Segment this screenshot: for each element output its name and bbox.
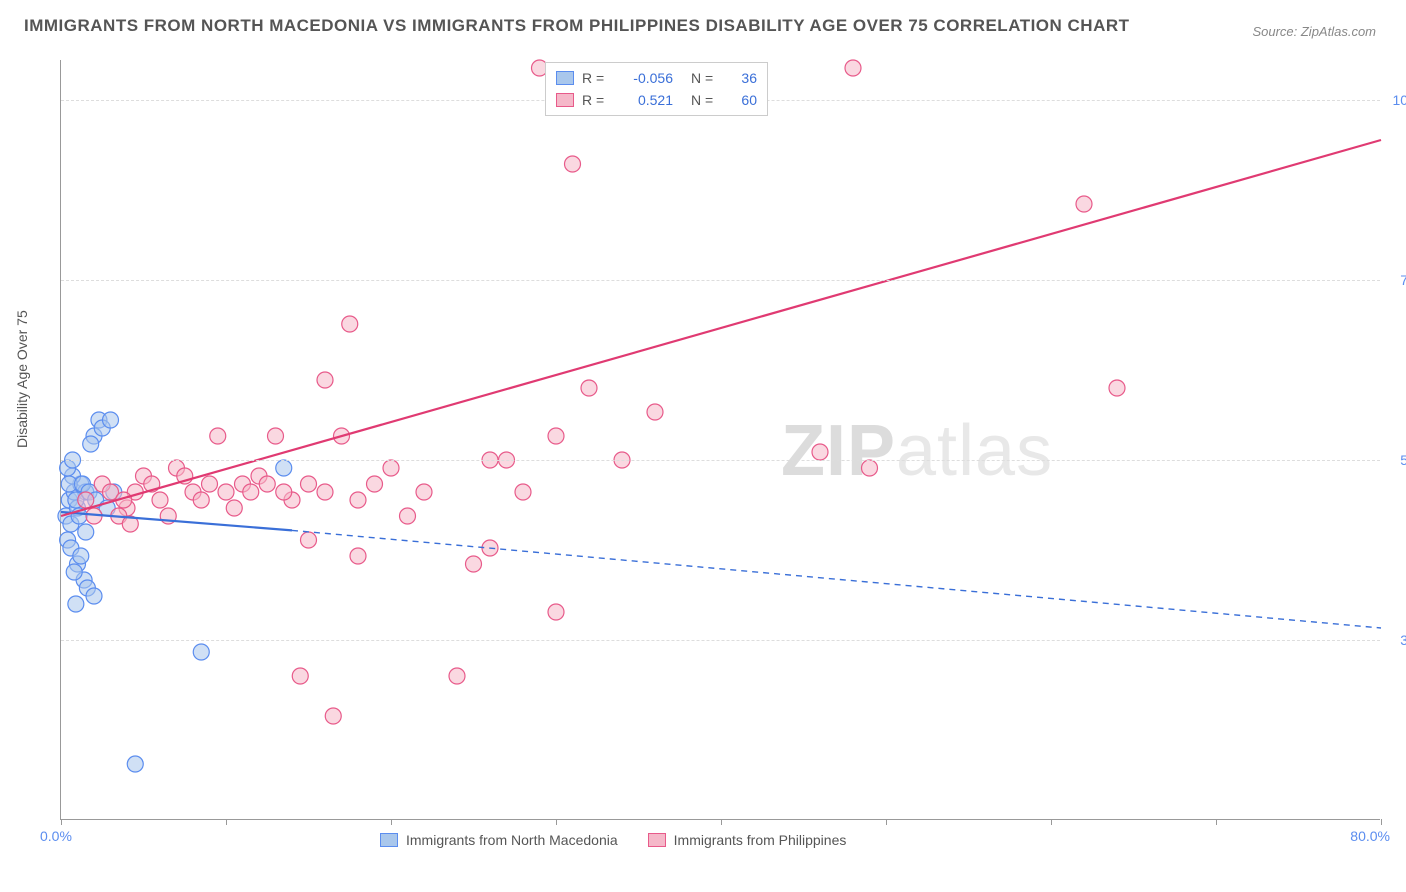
x-tick (1051, 819, 1052, 825)
y-tick-label: 32.5% (1385, 632, 1406, 648)
x-tick (721, 819, 722, 825)
y-axis-title: Disability Age Over 75 (14, 310, 30, 448)
x-tick (391, 819, 392, 825)
source-attribution: Source: ZipAtlas.com (1252, 24, 1376, 39)
legend-stats-row-2: R = 0.521 N = 60 (556, 89, 757, 111)
legend-n-value-2: 60 (727, 92, 757, 108)
x-tick (226, 819, 227, 825)
legend-stats-row-1: R = -0.056 N = 36 (556, 67, 757, 89)
legend-item-philippines: Immigrants from Philippines (648, 832, 847, 848)
x-tick (1216, 819, 1217, 825)
chart-title: IMMIGRANTS FROM NORTH MACEDONIA VS IMMIG… (24, 16, 1130, 36)
legend-bottom: Immigrants from North Macedonia Immigran… (380, 832, 846, 848)
y-tick-label: 100.0% (1385, 92, 1406, 108)
legend-n-value-1: 36 (727, 70, 757, 86)
gridline (61, 640, 1380, 641)
legend-n-label: N = (691, 92, 719, 108)
legend-r-label: R = (582, 92, 610, 108)
legend-label-macedonia: Immigrants from North Macedonia (406, 832, 618, 848)
gridline (61, 280, 1380, 281)
gridline (61, 460, 1380, 461)
chart-svg (61, 60, 1380, 819)
x-tick (61, 819, 62, 825)
legend-n-label: N = (691, 70, 719, 86)
legend-swatch-pink (556, 93, 574, 107)
legend-swatch-pink-bottom (648, 833, 666, 847)
x-max-label: 80.0% (1350, 828, 1390, 844)
legend-item-macedonia: Immigrants from North Macedonia (380, 832, 618, 848)
y-tick-label: 55.0% (1385, 452, 1406, 468)
legend-label-philippines: Immigrants from Philippines (674, 832, 847, 848)
x-tick (1381, 819, 1382, 825)
plot-area: ZIPatlas 32.5%55.0%77.5%100.0% (60, 60, 1380, 820)
x-min-label: 0.0% (40, 828, 72, 844)
legend-r-value-1: -0.056 (618, 70, 673, 86)
legend-r-value-2: 0.521 (618, 92, 673, 108)
legend-swatch-blue (556, 71, 574, 85)
x-tick (886, 819, 887, 825)
legend-r-label: R = (582, 70, 610, 86)
y-tick-label: 77.5% (1385, 272, 1406, 288)
legend-stats-box: R = -0.056 N = 36 R = 0.521 N = 60 (545, 62, 768, 116)
legend-swatch-blue-bottom (380, 833, 398, 847)
x-tick (556, 819, 557, 825)
